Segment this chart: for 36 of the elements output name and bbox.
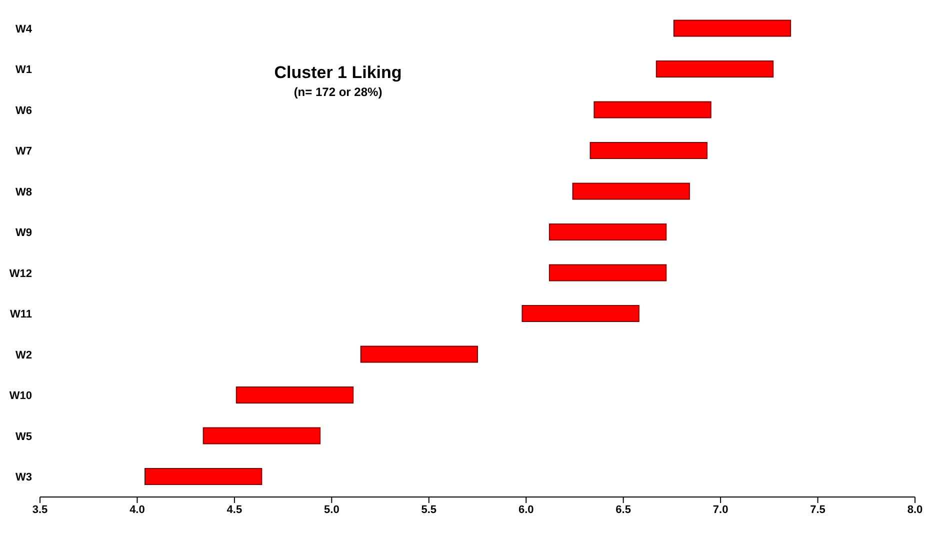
x-tick-label: 6.5 — [616, 504, 631, 516]
bar — [360, 346, 478, 363]
bar — [594, 101, 712, 118]
x-tick-label: 8.0 — [907, 504, 923, 516]
bar — [590, 142, 708, 159]
bar — [548, 223, 667, 240]
y-tick-label: W1 — [16, 64, 32, 76]
x-tick-label: 5.0 — [324, 504, 340, 516]
x-tick-label: 5.5 — [421, 504, 437, 516]
y-tick-label: W5 — [16, 430, 32, 443]
y-tick-label: W11 — [10, 308, 32, 321]
y-tick-label: W10 — [9, 390, 32, 402]
bar — [522, 304, 640, 322]
x-tick-label: 6.0 — [518, 504, 534, 516]
x-tick-label: 7.5 — [810, 504, 826, 516]
y-tick-label: W9 — [16, 227, 32, 240]
bar — [202, 427, 320, 444]
bar — [656, 60, 774, 78]
bar — [673, 20, 792, 37]
bar — [236, 386, 354, 404]
y-tick-label: W8 — [16, 186, 32, 198]
y-tick-label: W3 — [16, 472, 32, 484]
x-tick-label: 7.0 — [712, 504, 728, 516]
x-tick-label: 3.5 — [32, 504, 48, 516]
bar — [144, 468, 262, 485]
bar — [572, 182, 690, 200]
y-tick-label: W12 — [9, 268, 32, 280]
x-tick-label: 4.0 — [130, 504, 145, 516]
bar — [548, 264, 667, 282]
y-tick-label: W7 — [16, 146, 32, 158]
text: Cluster 1 Liking — [273, 63, 403, 83]
y-tick-label: W2 — [16, 349, 32, 362]
y-tick-label: W6 — [16, 104, 32, 117]
x-tick-label: 4.5 — [226, 504, 242, 516]
text: (n= 172 or 28%) — [292, 85, 384, 99]
y-tick-label: W4 — [16, 23, 33, 36]
